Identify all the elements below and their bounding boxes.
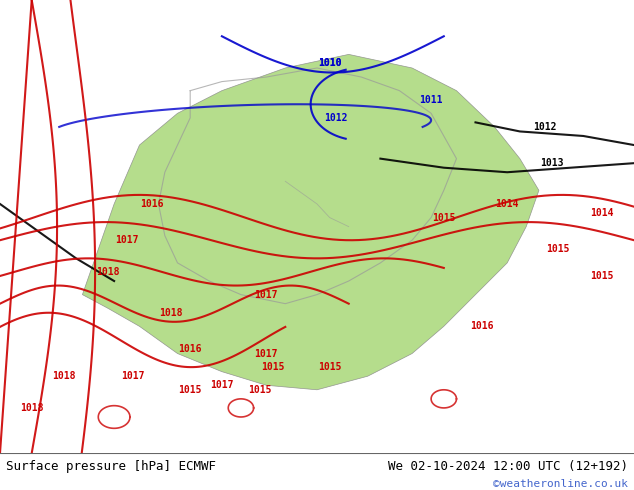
Text: 1010: 1010 [318, 58, 342, 69]
Text: 1016: 1016 [140, 199, 164, 209]
Text: 1014: 1014 [495, 199, 519, 209]
Text: 1018: 1018 [96, 267, 120, 277]
Text: ©weatheronline.co.uk: ©weatheronline.co.uk [493, 480, 628, 490]
Text: 1015: 1015 [546, 245, 570, 254]
Text: 1018: 1018 [20, 403, 44, 413]
Polygon shape [82, 54, 539, 390]
Text: 1018: 1018 [159, 308, 183, 318]
Text: 1015: 1015 [432, 213, 456, 222]
Text: 1015: 1015 [590, 271, 614, 281]
Text: 1017: 1017 [254, 290, 278, 299]
Text: 1014: 1014 [590, 208, 614, 218]
Text: 1017: 1017 [254, 348, 278, 359]
Text: 1015: 1015 [178, 385, 202, 395]
Text: 1016: 1016 [178, 344, 202, 354]
Text: 1012: 1012 [533, 122, 557, 132]
Text: 1017: 1017 [121, 371, 145, 381]
Text: 1010: 1010 [318, 58, 342, 69]
Text: 1015: 1015 [318, 362, 342, 372]
Text: 1017: 1017 [115, 235, 139, 245]
Text: 1016: 1016 [470, 321, 494, 331]
Text: 1017: 1017 [210, 380, 234, 390]
Text: 1015: 1015 [248, 385, 272, 395]
Text: 1015: 1015 [261, 362, 285, 372]
Text: 1012: 1012 [324, 113, 348, 123]
Text: 1013: 1013 [540, 158, 564, 168]
Text: 1011: 1011 [419, 95, 443, 105]
Text: 1018: 1018 [51, 371, 75, 381]
Text: Surface pressure [hPa] ECMWF: Surface pressure [hPa] ECMWF [6, 460, 216, 473]
Text: We 02-10-2024 12:00 UTC (12+192): We 02-10-2024 12:00 UTC (12+192) [387, 460, 628, 473]
